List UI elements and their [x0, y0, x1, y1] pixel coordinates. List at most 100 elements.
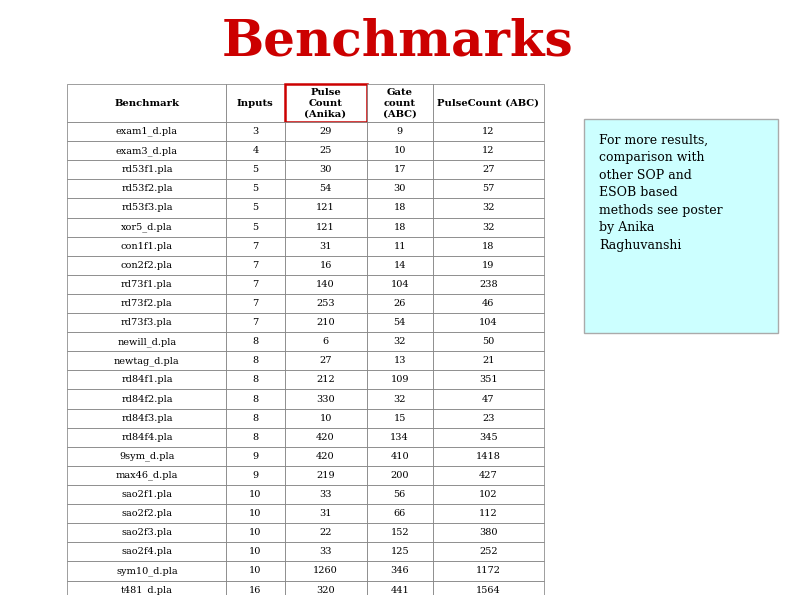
Text: 19: 19	[482, 261, 495, 270]
Text: 252: 252	[479, 547, 498, 556]
Text: Benchmark: Benchmark	[114, 99, 179, 108]
Bar	[226, 390, 284, 409]
Bar	[226, 485, 284, 504]
Text: 30: 30	[319, 165, 332, 174]
Text: rd53f2.pla: rd53f2.pla	[121, 184, 172, 193]
Bar	[367, 485, 433, 504]
Bar	[367, 294, 433, 313]
Text: 9: 9	[252, 471, 259, 480]
Text: 30: 30	[394, 184, 406, 193]
Bar	[67, 562, 226, 581]
Text: 17: 17	[393, 165, 406, 174]
Bar	[226, 256, 284, 275]
Bar	[67, 218, 226, 237]
Text: 14: 14	[393, 261, 406, 270]
Bar	[284, 160, 367, 179]
Text: 10: 10	[249, 528, 261, 537]
Text: t481_d.pla: t481_d.pla	[121, 585, 173, 595]
Bar	[226, 179, 284, 199]
Text: con2f2.pla: con2f2.pla	[121, 261, 173, 270]
Bar	[284, 237, 367, 256]
Bar	[433, 275, 544, 294]
Bar	[284, 199, 367, 218]
Bar	[433, 199, 544, 218]
Bar	[367, 523, 433, 542]
Bar	[226, 351, 284, 370]
Text: 3: 3	[252, 127, 259, 136]
Text: 9sym_d.pla: 9sym_d.pla	[119, 452, 175, 461]
Text: 47: 47	[482, 394, 495, 403]
Text: 8: 8	[252, 394, 259, 403]
Bar	[433, 179, 544, 199]
Bar	[284, 256, 367, 275]
Text: 410: 410	[391, 452, 409, 461]
Bar	[433, 447, 544, 466]
Text: Inputs: Inputs	[237, 99, 274, 108]
Bar	[284, 504, 367, 523]
Bar	[433, 428, 544, 447]
Bar	[67, 84, 226, 122]
Bar	[226, 466, 284, 485]
Bar	[433, 141, 544, 160]
Bar	[367, 141, 433, 160]
Text: 57: 57	[482, 184, 495, 193]
Text: 12: 12	[482, 146, 495, 155]
Bar	[367, 218, 433, 237]
Bar	[367, 160, 433, 179]
Text: 420: 420	[316, 452, 335, 461]
Text: PulseCount (ABC): PulseCount (ABC)	[437, 99, 539, 108]
Text: 9: 9	[396, 127, 403, 136]
Bar	[367, 199, 433, 218]
Text: rd84f4.pla: rd84f4.pla	[121, 433, 172, 441]
Bar	[226, 237, 284, 256]
Bar	[284, 332, 367, 351]
Bar	[433, 466, 544, 485]
Text: 22: 22	[319, 528, 332, 537]
Text: 330: 330	[316, 394, 335, 403]
Text: rd73f2.pla: rd73f2.pla	[121, 299, 173, 308]
Text: 10: 10	[394, 146, 406, 155]
Text: 238: 238	[479, 280, 498, 289]
Text: 33: 33	[319, 490, 332, 499]
Text: 320: 320	[316, 585, 335, 594]
Text: 23: 23	[482, 414, 495, 422]
Text: newill_d.pla: newill_d.pla	[118, 337, 176, 346]
Text: 18: 18	[394, 223, 406, 231]
Bar	[226, 218, 284, 237]
Bar	[226, 122, 284, 141]
Bar	[433, 581, 544, 595]
Text: rd84f2.pla: rd84f2.pla	[121, 394, 172, 403]
Text: 31: 31	[319, 242, 332, 250]
Bar	[367, 466, 433, 485]
Bar	[433, 313, 544, 332]
Text: 33: 33	[319, 547, 332, 556]
Bar	[284, 275, 367, 294]
Text: 7: 7	[252, 299, 259, 308]
Text: 27: 27	[482, 165, 495, 174]
Bar	[67, 332, 226, 351]
Text: 18: 18	[394, 203, 406, 212]
Bar	[226, 84, 284, 122]
Bar	[284, 562, 367, 581]
Bar	[226, 562, 284, 581]
Bar	[226, 275, 284, 294]
Bar	[226, 523, 284, 542]
Text: Gate
count
(ABC): Gate count (ABC)	[383, 88, 417, 118]
Bar	[367, 237, 433, 256]
Bar	[284, 581, 367, 595]
Text: 380: 380	[479, 528, 498, 537]
Text: exam3_d.pla: exam3_d.pla	[116, 146, 178, 155]
Text: 7: 7	[252, 242, 259, 250]
Text: 7: 7	[252, 261, 259, 270]
Bar	[284, 84, 367, 122]
Text: 12: 12	[482, 127, 495, 136]
Text: 104: 104	[391, 280, 409, 289]
Bar	[67, 485, 226, 504]
Text: 10: 10	[249, 566, 261, 575]
Bar	[67, 370, 226, 390]
Text: 212: 212	[316, 375, 335, 384]
Bar	[367, 275, 433, 294]
Text: sao2f3.pla: sao2f3.pla	[121, 528, 172, 537]
Bar	[226, 370, 284, 390]
Bar	[67, 199, 226, 218]
